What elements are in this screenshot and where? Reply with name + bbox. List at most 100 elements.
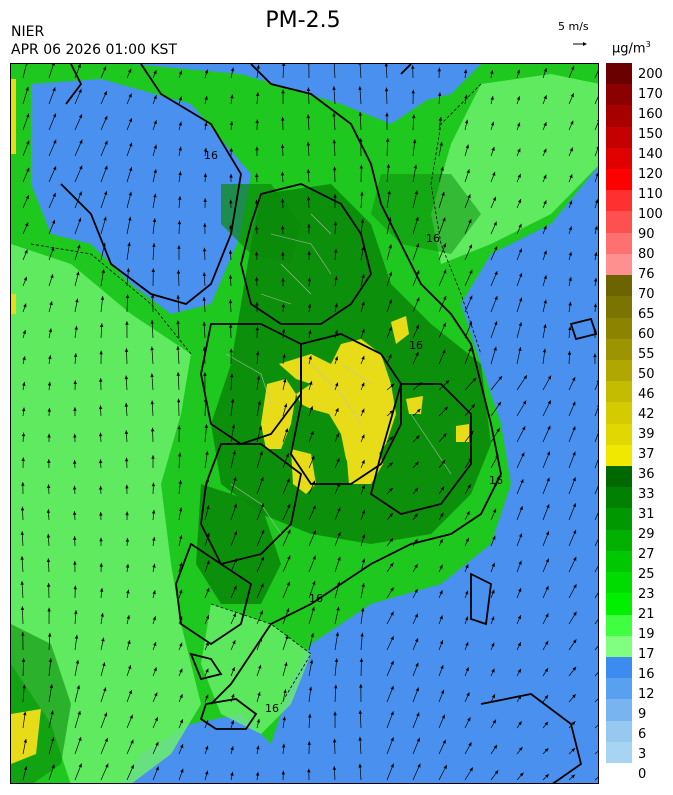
wind-vector-head bbox=[415, 352, 419, 356]
wind-vector-head bbox=[490, 96, 494, 100]
wind-vector-head bbox=[178, 146, 182, 151]
wind-vector-head bbox=[358, 710, 363, 714]
wind-vector-head bbox=[337, 556, 341, 561]
legend-swatch bbox=[606, 487, 632, 509]
wind-vector-head bbox=[544, 748, 549, 752]
wind-vector-head bbox=[230, 771, 234, 776]
north-east-sea-strip bbox=[381, 64, 481, 104]
wind-vector bbox=[594, 147, 598, 157]
wind-vector-head bbox=[598, 64, 599, 68]
wind-vector-head bbox=[573, 584, 577, 589]
wind-vector-head bbox=[52, 193, 56, 197]
wind-vector-head bbox=[23, 711, 27, 716]
wind-vector-head bbox=[155, 741, 159, 746]
wind-vector-head bbox=[127, 242, 131, 247]
wind-vector-head bbox=[78, 763, 82, 768]
wind-vector-head bbox=[389, 462, 393, 467]
wind-vector-head bbox=[280, 198, 285, 203]
legend-swatch bbox=[606, 126, 632, 149]
wind-vector-head bbox=[255, 226, 259, 230]
wind-vector-head bbox=[177, 245, 181, 249]
wind-vector-head bbox=[389, 562, 394, 567]
wind-vector-head bbox=[335, 632, 339, 637]
wind-vectors bbox=[20, 64, 599, 781]
wind-vector-head bbox=[412, 139, 417, 144]
wind-vector-head bbox=[312, 555, 316, 560]
legend-swatch bbox=[606, 699, 632, 722]
wind-vector-head bbox=[282, 353, 286, 358]
wind-vector-head bbox=[100, 612, 104, 617]
wind-reference-label: 5 m/s bbox=[558, 20, 589, 33]
yellow-hotspot-mid bbox=[346, 444, 383, 484]
wind-vector-head bbox=[467, 717, 471, 722]
wind-vector-head bbox=[129, 142, 133, 147]
wind-vector-head bbox=[229, 121, 234, 126]
wind-vector-head bbox=[153, 169, 157, 174]
legend-swatch bbox=[606, 656, 632, 679]
wind-vector bbox=[594, 565, 598, 573]
wind-vector-head bbox=[205, 615, 209, 620]
wind-vector-head bbox=[517, 173, 521, 178]
wind-vector-head bbox=[336, 482, 340, 487]
wind-vector-head bbox=[128, 216, 132, 221]
wind-vector-head bbox=[518, 248, 522, 253]
wind-vector-head bbox=[568, 301, 572, 306]
wind-vector-head bbox=[21, 407, 26, 412]
legend-swatch bbox=[606, 169, 632, 191]
legend-swatch bbox=[606, 550, 632, 573]
wind-vector-head bbox=[23, 738, 27, 743]
wind-vector-head bbox=[361, 382, 365, 387]
wind-vector-head bbox=[443, 296, 447, 300]
wind-vector-head bbox=[47, 459, 51, 463]
wind-vector-head bbox=[333, 221, 338, 226]
wind-vector-head bbox=[126, 589, 130, 594]
wind-vector-head bbox=[442, 349, 446, 354]
wind-vector-head bbox=[388, 354, 392, 359]
wind-vector bbox=[594, 592, 598, 599]
coastline-borders bbox=[60, 64, 598, 783]
wind-vector-head bbox=[414, 487, 419, 492]
wind-vector-head bbox=[104, 140, 108, 145]
wind-vector-head bbox=[440, 166, 444, 171]
wind-vector-head bbox=[361, 607, 365, 612]
wind-vector-head bbox=[334, 276, 338, 281]
yellow-hotspot-central bbox=[279, 339, 396, 474]
wind-vector-head bbox=[21, 482, 25, 486]
wind-vector-head bbox=[390, 737, 394, 742]
wind-vector-head bbox=[99, 512, 103, 516]
wind-vector-head bbox=[203, 372, 207, 376]
wind-vector-head bbox=[283, 378, 287, 383]
legend-label: 140 bbox=[638, 147, 663, 162]
wind-vector-head bbox=[125, 538, 130, 542]
wind-vector-head bbox=[73, 561, 77, 565]
wind-vector-head bbox=[596, 146, 598, 149]
wind-vector-head bbox=[519, 506, 523, 511]
wind-vector-head bbox=[229, 174, 233, 178]
wind-vector-head bbox=[232, 640, 236, 645]
wind-vector-head bbox=[152, 563, 156, 568]
wind-vector bbox=[594, 724, 598, 729]
wind-vector-head bbox=[543, 275, 547, 280]
wind-vector-head bbox=[261, 529, 265, 534]
wind-vector-head bbox=[544, 721, 549, 726]
wind-vector-head bbox=[358, 86, 362, 90]
wind-vector-head bbox=[281, 328, 286, 333]
wind-vector-head bbox=[206, 505, 210, 510]
pm25-map[interactable]: 16 16 16 16 16 16 bbox=[10, 63, 599, 784]
wind-vector-head bbox=[493, 221, 497, 226]
wind-vector-head bbox=[517, 668, 521, 673]
wind-vector-head bbox=[545, 531, 550, 536]
legend-label: 25 bbox=[638, 567, 655, 582]
wind-vector-head bbox=[206, 587, 210, 592]
wind-vector-head bbox=[309, 659, 314, 664]
wind-vector-head bbox=[411, 89, 415, 94]
wind-vector-head bbox=[417, 382, 422, 386]
wind-vector-head bbox=[361, 509, 366, 514]
wind-vector-head bbox=[255, 326, 259, 331]
legend-swatch bbox=[606, 84, 632, 106]
wind-vector-head bbox=[335, 433, 339, 438]
wind-vector-head bbox=[280, 171, 285, 176]
wind-vector-head bbox=[543, 148, 547, 153]
wind-vector-head bbox=[437, 67, 441, 72]
wind-vector-head bbox=[26, 167, 30, 172]
